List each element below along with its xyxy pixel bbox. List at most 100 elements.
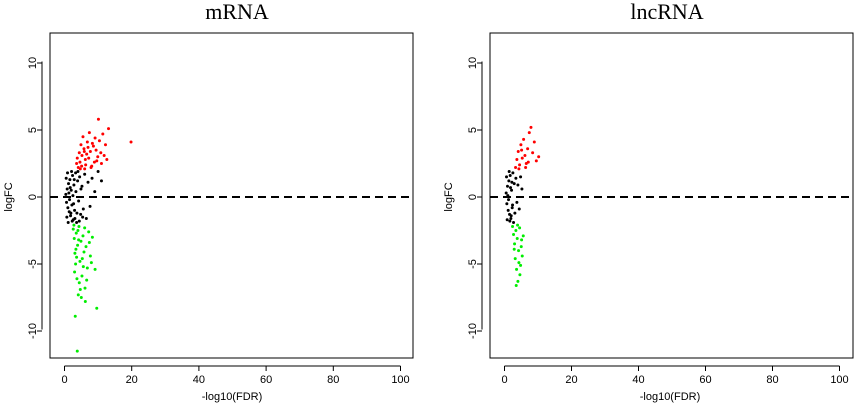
x-tick-label: 80 (327, 374, 339, 386)
data-point (74, 190, 78, 194)
x-tick-label: 80 (766, 374, 778, 386)
data-point (129, 140, 133, 144)
data-point (89, 261, 93, 265)
data-point (65, 187, 69, 191)
data-point (95, 306, 99, 310)
data-point (526, 160, 530, 164)
data-point (520, 254, 524, 258)
data-point (68, 178, 72, 182)
data-point (77, 219, 81, 223)
data-point (87, 131, 91, 135)
data-point (85, 266, 89, 270)
data-point (511, 224, 515, 228)
data-point (524, 166, 528, 170)
x-ticks: 0 20 40 60 80 100 (61, 366, 410, 386)
data-point (65, 200, 69, 204)
data-point (76, 170, 80, 174)
data-point (91, 144, 95, 148)
data-point (65, 215, 69, 219)
x-tick-label: 60 (699, 374, 711, 386)
data-point (512, 233, 516, 237)
data-point (75, 156, 79, 160)
data-point (75, 220, 79, 224)
data-point (513, 257, 517, 261)
data-point (83, 172, 87, 176)
data-point (83, 157, 87, 161)
data-point (517, 167, 521, 171)
data-point (505, 175, 509, 179)
data-point (516, 149, 520, 153)
data-point (66, 220, 70, 224)
data-point (66, 171, 70, 175)
data-point (93, 136, 97, 140)
data-point (74, 231, 78, 235)
data-point (534, 159, 538, 163)
data-point (96, 117, 100, 121)
data-point (72, 183, 76, 187)
data-point (517, 207, 521, 211)
data-point (76, 293, 80, 297)
data-point (83, 167, 87, 171)
y-tick-label: 10 (467, 57, 479, 69)
data-point (522, 137, 526, 141)
y-tick-label: 0 (27, 194, 39, 200)
data-point (537, 155, 541, 159)
data-point (510, 180, 514, 184)
data-point (520, 238, 524, 242)
data-point (93, 267, 97, 271)
x-ticks: 0 20 40 60 80 100 (501, 366, 849, 386)
data-point (80, 164, 84, 168)
data-point (77, 151, 81, 155)
data-point (67, 182, 71, 186)
data-point (89, 166, 93, 170)
data-point (76, 179, 80, 183)
y-tick-label: 5 (27, 127, 39, 133)
data-point (509, 216, 513, 220)
data-point (516, 183, 520, 187)
data-point (64, 176, 68, 180)
data-point (87, 230, 91, 234)
chart-title: lncRNA (630, 0, 703, 24)
data-point (81, 265, 85, 269)
data-point (518, 226, 522, 230)
data-point (510, 206, 514, 210)
data-point (532, 140, 536, 144)
data-point (69, 211, 73, 215)
data-point (84, 163, 88, 167)
data-point (512, 220, 516, 224)
data-point (93, 190, 97, 194)
panel-lncrna: lncRNA 0 20 40 60 80 100 -10 -5 0 5 10 -log10(FDR… (443, 0, 854, 403)
data-point (90, 176, 94, 180)
x-axis-label: -log10(FDR) (640, 391, 701, 403)
data-point (79, 143, 83, 147)
data-point (506, 194, 510, 198)
data-point (529, 125, 533, 129)
data-point (73, 270, 77, 274)
data-point (82, 149, 86, 153)
data-point (77, 281, 81, 285)
data-point (97, 139, 101, 143)
y-axis-label: logFC (443, 182, 455, 211)
y-tick-label: -5 (27, 259, 39, 269)
data-point (78, 175, 82, 179)
data-point (520, 148, 524, 152)
data-point (94, 148, 98, 152)
data-point (515, 200, 519, 204)
data-point (87, 241, 91, 245)
data-point (70, 219, 74, 223)
data-point (85, 140, 89, 144)
y-tick-label: -5 (467, 259, 479, 269)
data-point (77, 224, 81, 228)
x-tick-label: 20 (126, 374, 138, 386)
data-point (509, 186, 513, 190)
data-point (513, 211, 517, 215)
data-point (79, 296, 83, 299)
data-point (69, 214, 73, 218)
data-point (68, 186, 72, 190)
data-point (88, 254, 92, 258)
data-point (512, 182, 516, 186)
data-point (514, 283, 518, 287)
data-points (504, 125, 541, 287)
